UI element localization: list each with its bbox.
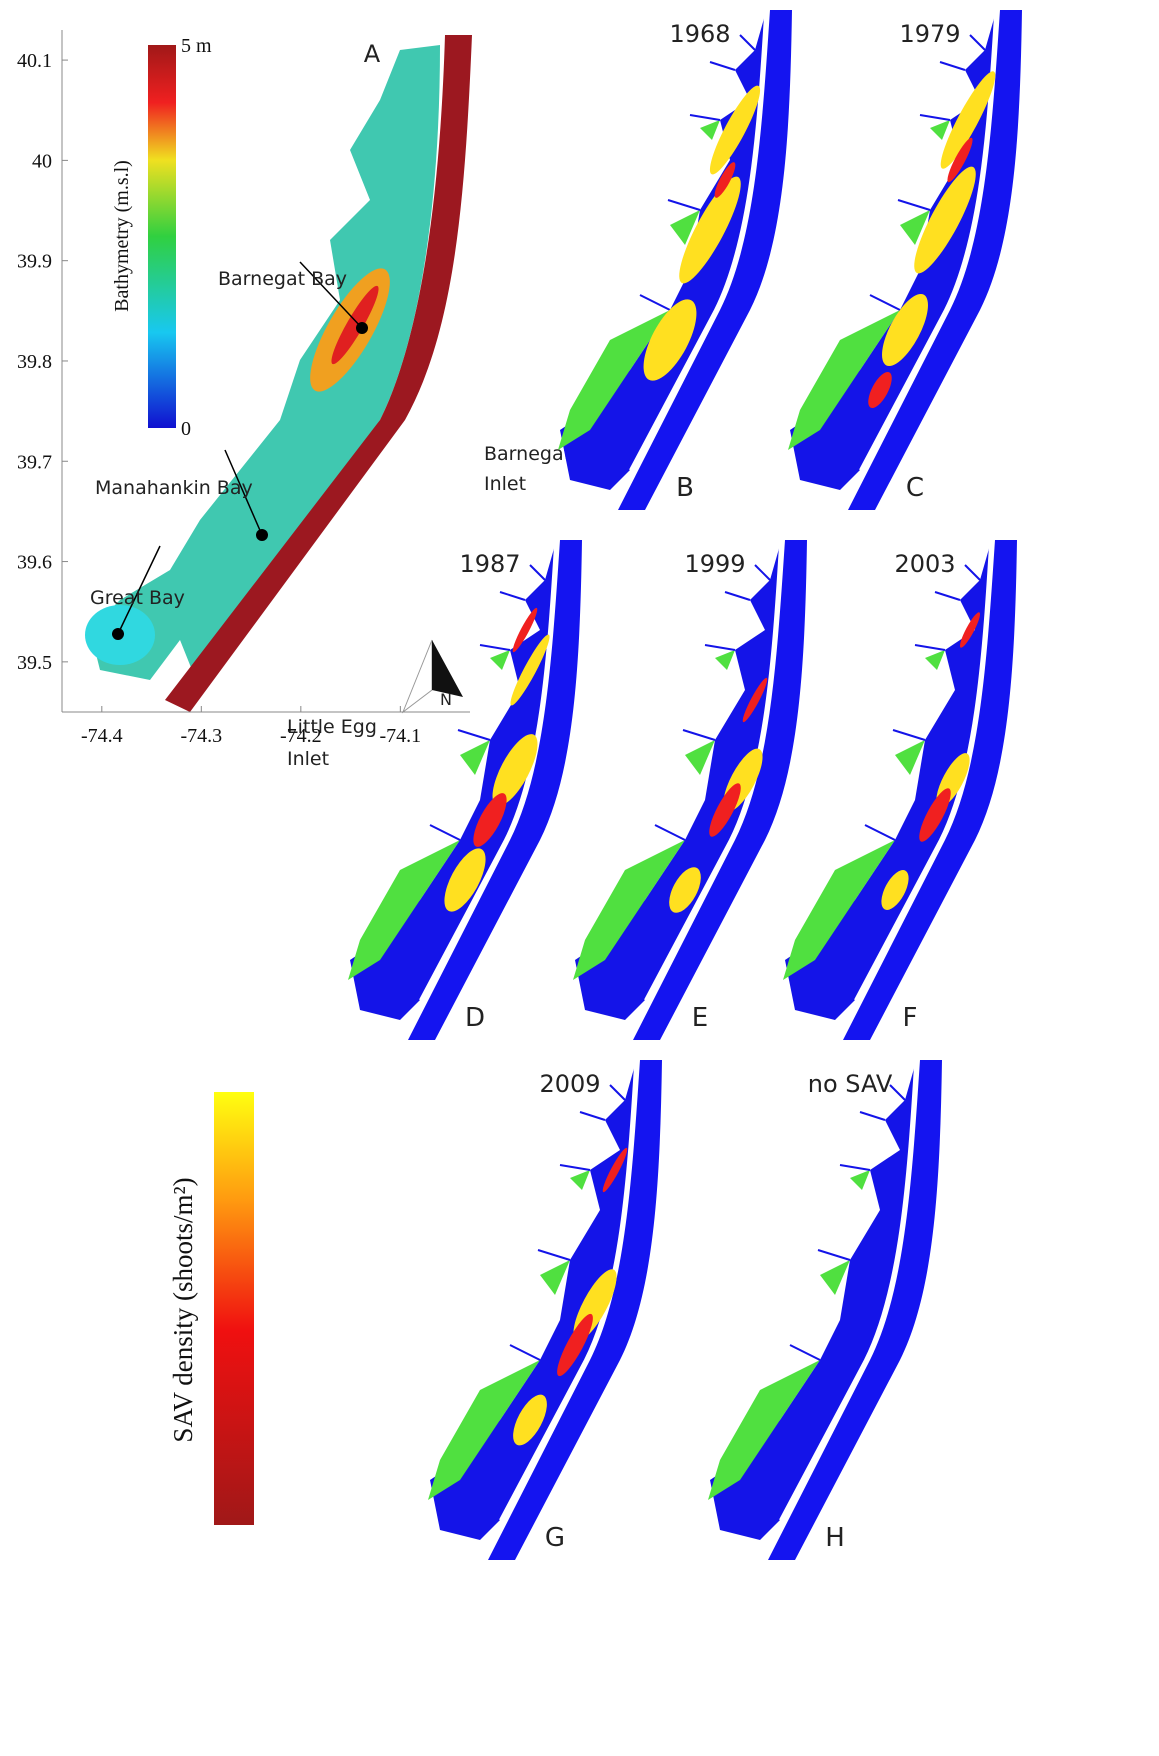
colorbar: [148, 45, 176, 428]
map-panel: 1999 E: [573, 540, 807, 1040]
map-panel: 2003 F: [783, 540, 1017, 1040]
bay-map: [348, 540, 582, 1040]
panel-year: no SAV: [808, 1070, 893, 1098]
panel-label: B: [676, 473, 694, 503]
x-tick-label: -74.3: [180, 725, 222, 747]
panel-year: 1968: [669, 20, 730, 48]
sav-patch: [940, 71, 996, 169]
y-tick-label: 39.6: [17, 552, 52, 574]
colorbar: [214, 1092, 254, 1525]
y-tick-label: 40: [32, 150, 52, 172]
sav-patch: [679, 176, 741, 284]
sav-patch: [959, 612, 981, 648]
sav-patch: [492, 734, 538, 806]
sav-patch: [444, 848, 486, 912]
panel-year: 1999: [684, 550, 745, 578]
sav-patch: [557, 1313, 593, 1377]
bay-map: [558, 10, 792, 510]
place-label: Inlet: [287, 748, 329, 770]
panel-year: 2009: [539, 1070, 600, 1098]
sav-patch: [742, 677, 768, 723]
panel-label: H: [825, 1523, 845, 1553]
panel-label: D: [465, 1003, 485, 1033]
colorbar-title: SAV density (shoots/m²): [168, 1177, 198, 1442]
map-panel: no SAV H: [708, 1060, 942, 1560]
panel-label: E: [692, 1003, 708, 1033]
place-label: Manahankin Bay: [95, 477, 253, 499]
y-tick-label: 40.1: [17, 50, 52, 72]
x-tick-label: -74.2: [280, 725, 322, 747]
sav-patch: [602, 1147, 628, 1193]
north-arrow: [401, 639, 433, 714]
place-label: Great Bay: [90, 587, 185, 609]
sav-patch: [512, 607, 538, 653]
sav-patch: [473, 793, 507, 847]
sav-patch: [510, 634, 550, 706]
panel-label: C: [906, 473, 924, 503]
sav-legend: SAV density (shoots/m²): [168, 1092, 254, 1525]
map-panel: 1979 C: [788, 10, 1022, 510]
x-tick-label: -74.4: [81, 725, 123, 747]
panel-year: 2003: [894, 550, 955, 578]
bay-map: [428, 1060, 662, 1560]
map-panel: 1987 D: [348, 540, 582, 1040]
colorbar-tick-label: 5 m: [181, 35, 212, 57]
y-tick-label: 39.8: [17, 351, 52, 373]
north-label: N: [440, 690, 452, 709]
sav-patch: [881, 870, 909, 910]
panel-year: 1979: [899, 20, 960, 48]
sav-patch: [947, 137, 973, 183]
place-label: Barnegat: [484, 443, 571, 465]
y-tick-label: 39.5: [17, 652, 52, 674]
sav-patch: [714, 162, 736, 198]
sav-patch: [868, 371, 892, 409]
pointer: [117, 261, 363, 635]
x-tick-label: -74.1: [380, 725, 422, 747]
panel-a: A Bathymetry (m.s.l) Barnegat Bay Barneg…: [17, 30, 571, 770]
panel-year: 1987: [459, 550, 520, 578]
colorbar-title: Bathymetry (m.s.l): [111, 160, 133, 312]
bay-map: [573, 540, 807, 1040]
north-arrow: [432, 640, 463, 697]
panel-label: F: [903, 1003, 918, 1033]
bay-map: [783, 540, 1017, 1040]
panel-label: A: [364, 40, 381, 68]
sav-patch: [882, 293, 928, 367]
deep-channel: [331, 285, 379, 365]
sav-patch: [669, 867, 701, 913]
y-tick-label: 39.7: [17, 451, 52, 473]
sav-patch: [643, 299, 697, 381]
sav-patch: [513, 1394, 547, 1446]
y-tick-label: 39.9: [17, 251, 52, 273]
map-panel: 2009 G: [428, 1060, 662, 1560]
sav-patch: [709, 85, 761, 175]
colorbar-tick-label: 0: [181, 418, 191, 440]
sav-patch: [919, 788, 951, 842]
place-label: Little Egg: [287, 716, 377, 738]
barrier-ocean: [165, 35, 472, 712]
place-label: Inlet: [484, 473, 526, 495]
panel-label: G: [545, 1523, 565, 1553]
place-label: Barnegat Bay: [218, 268, 347, 290]
sav-patch: [914, 166, 976, 274]
sav-patch: [709, 783, 741, 837]
map-panel: 1968 B: [558, 10, 792, 510]
bay-map: [708, 1060, 942, 1560]
